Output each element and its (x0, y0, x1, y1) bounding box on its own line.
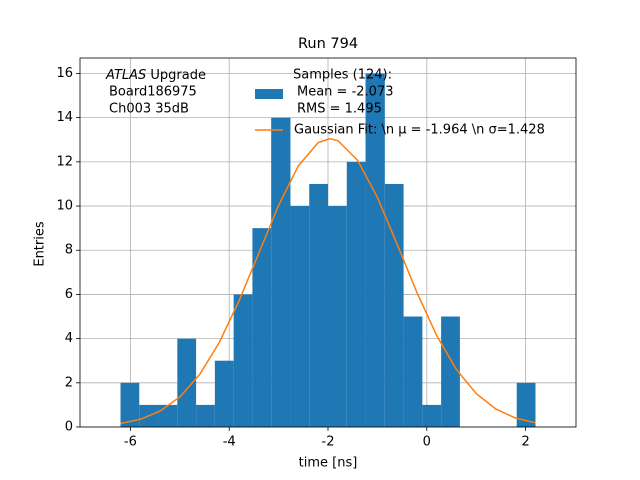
histogram-bar (516, 382, 536, 427)
histogram-bar (271, 117, 291, 427)
legend-label: Samples (124): (293, 68, 392, 83)
y-tick-label: 10 (56, 199, 73, 214)
legend-label: Gaussian Fit: \n μ = -1.964 \n σ=1.428 (294, 123, 545, 138)
annotation-italic: ATLAS (105, 68, 146, 83)
histogram-bar (120, 382, 140, 427)
histogram-bar (403, 316, 423, 427)
histogram-bar (441, 316, 460, 427)
histogram-bar (328, 206, 347, 427)
y-axis-label: Entries (33, 221, 48, 267)
histogram-bar (422, 404, 442, 427)
y-tick-label: 0 (65, 420, 73, 435)
annotation: ATLAS Upgrade (105, 68, 206, 83)
y-tick-label: 8 (65, 243, 73, 258)
histogram-bar (309, 183, 328, 427)
marks (120, 73, 536, 428)
histogram-bar (177, 338, 197, 427)
y-tick-label: 16 (56, 66, 73, 81)
histogram-bar (346, 161, 366, 428)
x-tick-label: -2 (322, 435, 335, 450)
plot-frame (79, 57, 577, 428)
y-tick-label: 2 (65, 375, 73, 390)
annotation-line: Board186975 (109, 85, 197, 100)
x-axis-label: time [ns] (299, 456, 358, 471)
annotation-line: Ch003 35dB (109, 102, 189, 117)
histogram-bar (365, 73, 385, 427)
histogram-bar (158, 404, 178, 427)
y-tick-label: 14 (56, 110, 73, 125)
legend-swatch (255, 89, 283, 99)
y-tick-label: 4 (65, 331, 73, 346)
annotation-line: Upgrade (146, 68, 206, 83)
x-tick-label: -4 (223, 435, 236, 450)
histogram-bar (196, 404, 215, 427)
histogram-bar (214, 360, 234, 427)
histogram-bar (252, 228, 272, 427)
legend-label: Mean = -2.073 (297, 85, 393, 100)
chart-title: Run 794 (298, 36, 358, 52)
histogram-bar (290, 206, 310, 427)
y-tick-label: 12 (56, 154, 73, 169)
x-tick-label: 0 (423, 435, 431, 450)
x-tick-label: -6 (124, 435, 137, 450)
fit-line (120, 137, 536, 425)
x-tick-label: 2 (521, 435, 529, 450)
histogram-bar (233, 294, 253, 427)
legend-label: RMS = 1.495 (297, 102, 382, 117)
y-tick-label: 6 (65, 287, 73, 302)
histogram-bar (384, 183, 404, 427)
